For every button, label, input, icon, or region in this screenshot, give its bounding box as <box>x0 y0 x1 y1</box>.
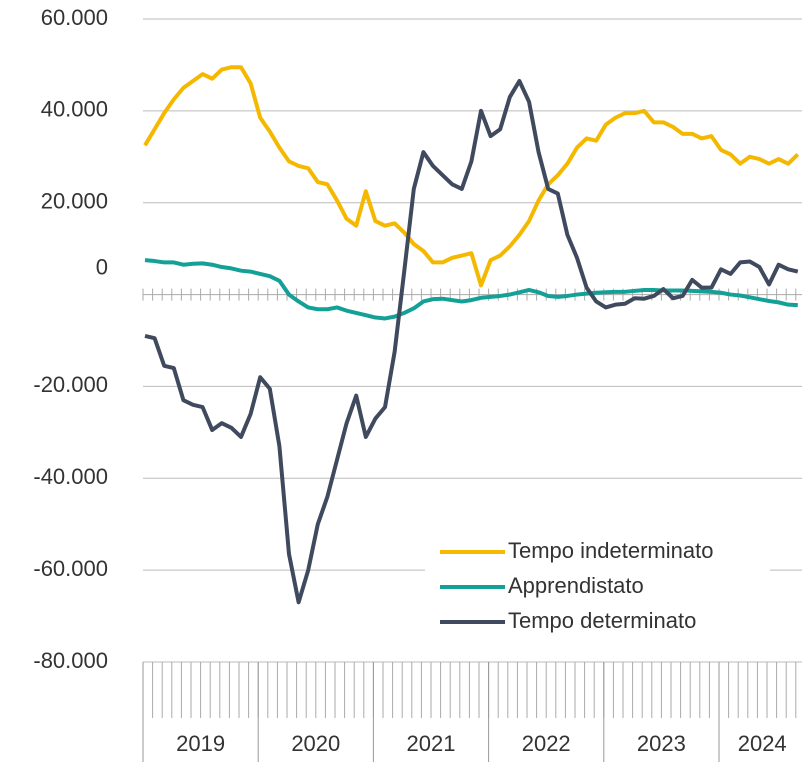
y-tick-label: 40.000 <box>41 97 108 122</box>
y-tick-label: -40.000 <box>33 464 108 489</box>
legend-label: Tempo determinato <box>508 608 696 633</box>
y-tick-label: 0 <box>96 254 108 279</box>
x-tick-label: 2023 <box>637 731 686 756</box>
y-tick-label: 60.000 <box>41 5 108 30</box>
y-tick-label: -80.000 <box>33 648 108 673</box>
legend-label: Tempo indeterminato <box>508 538 713 563</box>
x-tick-label: 2020 <box>291 731 340 756</box>
y-tick-label: -60.000 <box>33 556 108 581</box>
x-tick-label: 2021 <box>407 731 456 756</box>
line <box>144 79 799 605</box>
line <box>144 258 798 321</box>
legend-label: Apprendistato <box>508 573 644 598</box>
x-tick-label: 2022 <box>522 731 571 756</box>
x-tick-label: 2019 <box>176 731 225 756</box>
x-tick-label: 2024 <box>738 731 787 756</box>
line <box>143 65 800 288</box>
y-tick-label: 20.000 <box>41 189 108 214</box>
y-tick-label: -20.000 <box>33 372 108 397</box>
